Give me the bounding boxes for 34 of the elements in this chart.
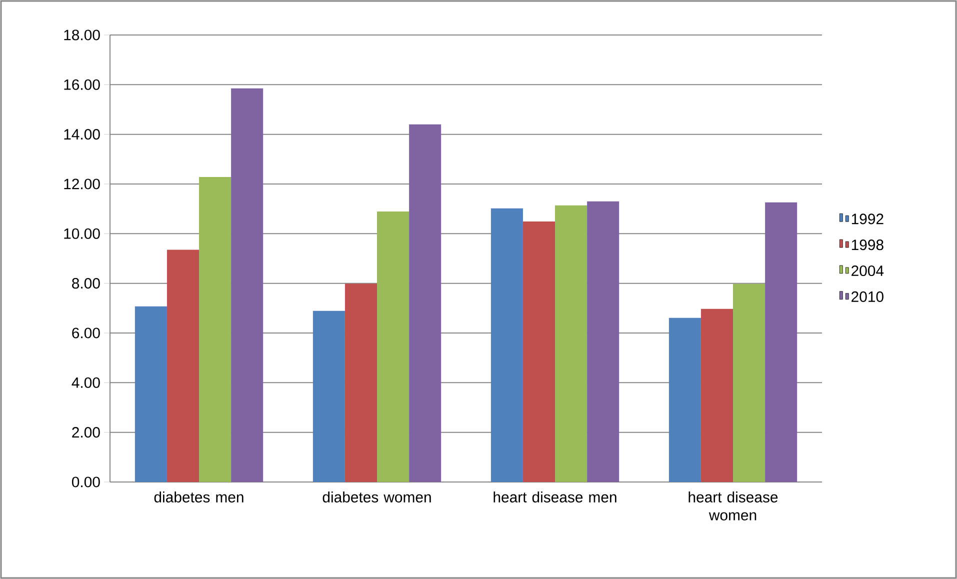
y-tick-label: 2.00 xyxy=(72,427,100,438)
bar xyxy=(700,308,734,482)
y-tick-label: 12.00 xyxy=(64,178,100,190)
y-tick-label: 18.00 xyxy=(64,30,100,40)
legend-label: 1998 xyxy=(852,240,884,250)
y-tick-label: 6.00 xyxy=(72,328,100,338)
y-tick-label: 4.00 xyxy=(72,377,100,388)
x-tick-label: heart disease women xyxy=(688,492,778,520)
bar xyxy=(522,221,556,482)
bar xyxy=(199,177,232,482)
bar xyxy=(555,205,588,482)
legend-label: 1992 xyxy=(852,214,884,224)
bar xyxy=(344,284,378,482)
y-tick-label: 16.00 xyxy=(64,79,100,90)
x-tick-label: heart disease men xyxy=(494,492,616,502)
bar xyxy=(490,208,523,482)
bar xyxy=(409,124,442,482)
legend-label: 2004 xyxy=(852,265,884,276)
x-tick-label: diabetes women xyxy=(322,492,431,502)
bar xyxy=(765,202,798,482)
y-tick-label: 0.00 xyxy=(72,476,100,488)
bar xyxy=(377,212,410,482)
bar xyxy=(134,306,167,482)
y-tick-label: 8.00 xyxy=(72,278,100,289)
bar xyxy=(231,88,264,482)
bar xyxy=(166,250,200,482)
bar xyxy=(587,201,620,482)
x-tick-label: diabetes men xyxy=(154,492,244,502)
legend-label: 2010 xyxy=(852,291,884,302)
bar xyxy=(668,318,701,482)
y-tick-label: 14.00 xyxy=(64,129,100,140)
y-tick-label: 10.00 xyxy=(64,228,100,239)
bar xyxy=(312,310,345,482)
bar xyxy=(733,284,766,482)
